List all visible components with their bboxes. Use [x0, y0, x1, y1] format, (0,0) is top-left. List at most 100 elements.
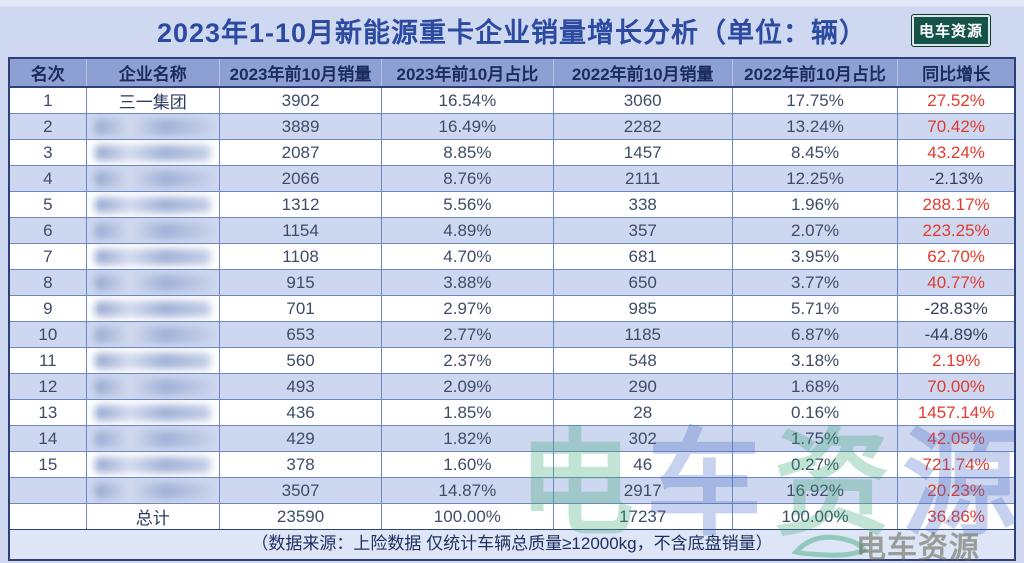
company-cell [85, 165, 220, 192]
sales-2023-cell: 429 [218, 425, 383, 452]
share-2023-cell: 4.70% [381, 243, 554, 270]
share-2023-cell: 1.60% [381, 451, 554, 478]
rank-cell: 15 [8, 451, 87, 478]
sales-2023-cell: 2087 [218, 139, 383, 166]
rank-cell: 2 [8, 113, 87, 140]
brand-logo: 电车资源 [911, 15, 990, 46]
company-cell [85, 269, 220, 296]
table-row: 7 1108 4.70% 681 3.95% 62.70% [8, 243, 1016, 270]
column-header-rank: 名次 [9, 58, 87, 88]
sales-2023-cell: 1312 [218, 191, 383, 218]
sales-2023-cell: 915 [218, 269, 383, 296]
company-cell [85, 399, 220, 426]
sales-table: 名次 企业名称 2023年前10月销量 2023年前10月占比 2022年前10月销量 2… [8, 57, 1016, 531]
rank-cell: 7 [8, 243, 87, 270]
company-cell [85, 477, 220, 504]
table-row: 1 三一集团 3902 16.54% 3060 17.75% 27.52% [8, 87, 1016, 114]
sales-2022-cell: 17237 [552, 503, 733, 531]
table-row: 3 2087 8.85% 1457 8.45% 43.24% [8, 139, 1016, 166]
rank-cell: 9 [8, 295, 87, 322]
column-header-share-2022: 2022年前10月占比 [731, 58, 898, 88]
redacted-company-name [94, 482, 211, 499]
redacted-company-name [94, 222, 211, 239]
company-cell [85, 191, 220, 218]
rank-cell: 14 [8, 425, 87, 452]
growth-cell: 42.05% [897, 425, 1016, 452]
share-2022-cell: 6.87% [731, 321, 899, 348]
column-header-sales-2023: 2023年前10月销量 [218, 58, 382, 88]
company-cell [85, 243, 220, 270]
table-row: 11 560 2.37% 548 3.18% 2.19% [8, 347, 1016, 374]
sales-2023-cell: 3507 [218, 477, 383, 504]
table-body: 1 三一集团 3902 16.54% 3060 17.75% 27.52% 2 3889 16.4… [8, 87, 1016, 531]
share-2022-cell: 1.68% [731, 373, 899, 400]
growth-cell: 27.52% [897, 87, 1016, 114]
table-row: 9 701 2.97% 985 5.71% -28.83% [8, 295, 1016, 322]
sales-2023-cell: 23590 [218, 503, 383, 531]
redacted-company-name [94, 326, 211, 343]
growth-cell: 70.00% [897, 373, 1016, 400]
rank-cell [8, 477, 87, 504]
column-header-sales-2022: 2022年前10月销量 [552, 58, 733, 88]
growth-cell: 223.25% [897, 217, 1016, 244]
share-2023-cell: 16.49% [381, 113, 554, 140]
sales-2022-cell: 1185 [552, 321, 733, 348]
sales-2023-cell: 560 [218, 347, 383, 374]
share-2023-cell: 1.85% [381, 399, 554, 426]
sales-2022-cell: 357 [552, 217, 733, 244]
redacted-company-name [94, 300, 211, 317]
rank-cell: 8 [8, 269, 87, 296]
company-cell [85, 139, 220, 166]
company-cell [85, 217, 220, 244]
growth-cell: 2.19% [897, 347, 1016, 374]
rank-cell: 12 [8, 373, 87, 400]
share-2022-cell: 3.77% [731, 269, 899, 296]
sales-2022-cell: 681 [552, 243, 733, 270]
growth-cell: 40.77% [897, 269, 1016, 296]
redacted-company-name [94, 248, 211, 265]
redacted-company-name [94, 196, 211, 213]
sales-2023-cell: 493 [218, 373, 383, 400]
growth-cell: 36.86% [897, 503, 1016, 531]
share-2022-cell: 17.75% [731, 87, 899, 114]
company-cell [85, 373, 220, 400]
growth-cell: -44.89% [897, 321, 1016, 348]
share-2022-cell: 3.18% [731, 347, 899, 374]
share-2022-cell: 3.95% [731, 243, 899, 270]
sales-2022-cell: 985 [552, 295, 733, 322]
share-2022-cell: 1.96% [731, 191, 899, 218]
rank-cell: 4 [8, 165, 87, 192]
redacted-company-name [94, 274, 211, 291]
redacted-company-name [94, 456, 211, 473]
share-2023-cell: 5.56% [381, 191, 554, 218]
company-cell [85, 113, 220, 140]
table-row: 6 1154 4.89% 357 2.07% 223.25% [8, 217, 1016, 244]
company-cell: 三一集团 [85, 87, 220, 114]
sales-2023-cell: 436 [218, 399, 383, 426]
growth-cell: 70.42% [897, 113, 1016, 140]
sales-2022-cell: 338 [552, 191, 733, 218]
share-2023-cell: 2.77% [381, 321, 554, 348]
sales-2022-cell: 2917 [552, 477, 733, 504]
rank-cell: 11 [8, 347, 87, 374]
rank-cell: 1 [8, 87, 87, 114]
table-row: 12 493 2.09% 290 1.68% 70.00% [8, 373, 1016, 400]
share-2022-cell: 100.00% [731, 503, 899, 531]
company-cell [85, 347, 220, 374]
sales-2022-cell: 3060 [552, 87, 733, 114]
total-row: 总计 23590 100.00% 17237 100.00% 36.86% [8, 503, 1016, 531]
column-header-company: 企业名称 [85, 58, 220, 88]
share-2022-cell: 16.92% [731, 477, 899, 504]
rank-cell: 10 [8, 321, 87, 348]
sales-2022-cell: 2111 [552, 165, 733, 192]
growth-cell: -2.13% [897, 165, 1016, 192]
sales-2023-cell: 3902 [218, 87, 383, 114]
share-2023-cell: 2.37% [381, 347, 554, 374]
share-2023-cell: 2.09% [381, 373, 554, 400]
rank-cell: 13 [8, 399, 87, 426]
sales-2022-cell: 2282 [552, 113, 733, 140]
table-row: 8 915 3.88% 650 3.77% 40.77% [8, 269, 1016, 296]
sales-2023-cell: 653 [218, 321, 383, 348]
sales-2023-cell: 378 [218, 451, 383, 478]
growth-cell: -28.83% [897, 295, 1016, 322]
